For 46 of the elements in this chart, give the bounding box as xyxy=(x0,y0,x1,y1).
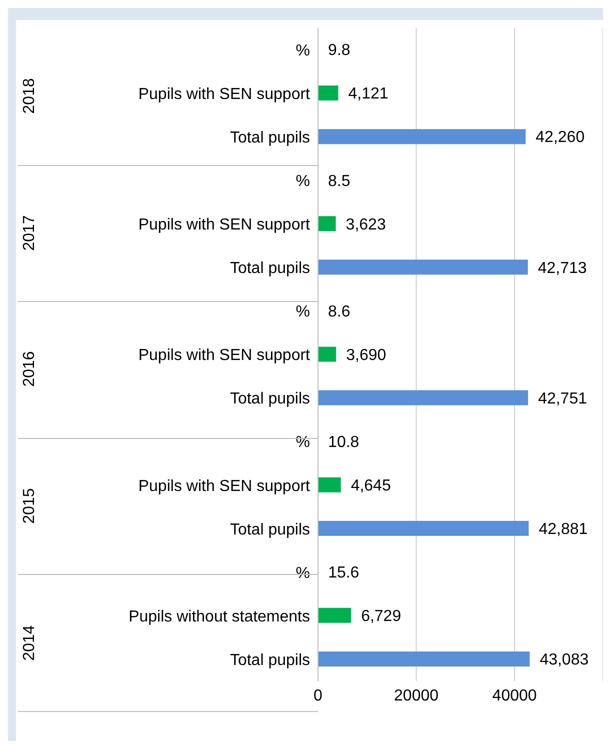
bar xyxy=(318,520,529,536)
data-label: 42,713 xyxy=(538,260,587,277)
y-tick-label: % xyxy=(296,173,310,190)
text: 2014 xyxy=(21,624,39,660)
data-label: 6,729 xyxy=(361,608,402,626)
y-tick-label: Pupils with SEN support xyxy=(138,216,311,234)
data-label: 4,121 xyxy=(348,86,388,103)
y-tick-label: Pupils with SEN support xyxy=(138,86,311,103)
text: 2015 xyxy=(21,488,39,524)
y-tick-label: Total pupils xyxy=(230,652,310,669)
data-label: 15.6 xyxy=(328,564,360,582)
text: 2017 xyxy=(21,215,39,251)
data-label: 3,690 xyxy=(346,346,386,364)
x-tick-label: 0 xyxy=(314,687,323,704)
y-tick-label: Pupils without statements xyxy=(128,608,310,626)
data-label: 42,260 xyxy=(536,129,585,146)
bar xyxy=(318,651,530,666)
y-tick-label: % xyxy=(296,42,310,60)
x-tick-label: 20000 xyxy=(394,687,439,704)
data-label: 42,881 xyxy=(538,521,588,538)
y-tick-label: Total pupils xyxy=(230,260,310,278)
x-tick-label: 40000 xyxy=(492,687,537,704)
bar xyxy=(318,390,528,406)
bar xyxy=(318,608,352,623)
data-label: 9.8 xyxy=(328,42,350,60)
bar xyxy=(318,260,528,275)
y-tick-label: Pupils with SEN support xyxy=(138,347,311,364)
data-label: 43,083 xyxy=(540,652,589,669)
text: 2016 xyxy=(21,352,39,388)
data-label: 4,645 xyxy=(350,478,391,495)
data-label: 3,623 xyxy=(346,216,386,234)
bar xyxy=(318,86,338,101)
bar xyxy=(318,477,341,492)
y-tick-label: Total pupils xyxy=(230,130,310,147)
y-tick-label: Total pupils xyxy=(230,390,310,408)
y-tick-label: Pupils with SEN support xyxy=(138,478,311,495)
data-label: 8.6 xyxy=(328,303,350,320)
data-label: 8.5 xyxy=(328,172,350,190)
y-tick-label: Total pupils xyxy=(230,521,310,538)
data-label: 10.8 xyxy=(328,434,360,451)
bar xyxy=(318,346,336,362)
bar xyxy=(318,129,526,144)
text: 2018 xyxy=(21,78,39,114)
y-tick-label: % xyxy=(296,304,310,321)
bar xyxy=(318,216,336,232)
data-label: 42,751 xyxy=(538,390,588,408)
